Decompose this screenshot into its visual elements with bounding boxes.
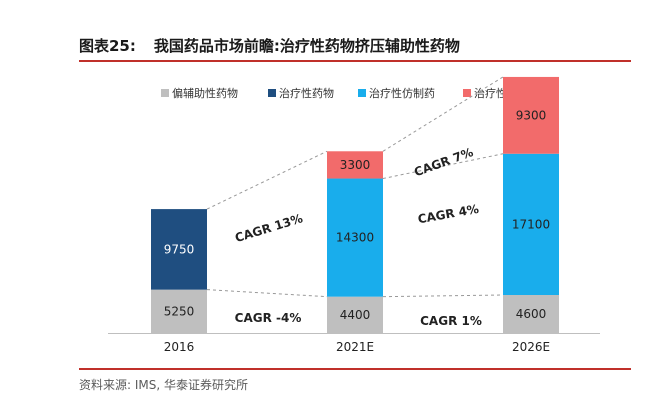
data-label-2026e-series-4: 9300: [516, 108, 547, 122]
cagr-annotation-4: CAGR 4%: [417, 202, 480, 227]
bar-2021e-series-3: [327, 178, 383, 297]
connector-2021e-2026e-middle: [382, 153, 504, 180]
source-note: 资料来源: IMS, 华泰证券研究所: [79, 378, 248, 392]
cagr-annotation-5: CAGR 1%: [420, 314, 482, 328]
cagr-annotation-2: CAGR -4%: [235, 311, 302, 325]
connector-2016-2021e-upper: [206, 150, 328, 210]
data-label-2021e-series-3: 14300: [336, 231, 374, 245]
bar-2016-series-2: [151, 209, 207, 290]
category-label-2016: 2016: [164, 340, 195, 354]
data-label-2026e-series-1: 4600: [516, 307, 547, 321]
figure-title-text: 我国药品市场前瞻:治疗性药物挤压辅助性药物: [153, 37, 460, 55]
bar-2026e-series-3: [503, 153, 559, 296]
legend-swatch-4: [463, 89, 471, 97]
legend-label-3: 治疗性仿制药: [369, 86, 435, 100]
legend-swatch-1: [161, 89, 169, 97]
bar-2016-series-1: [151, 289, 207, 333]
cagr-annotation-1: CAGR 13%: [233, 211, 304, 245]
source-rule: [79, 368, 631, 370]
category-label-2026e: 2026E: [512, 340, 550, 354]
figure-title: 图表25: 我国药品市场前瞻:治疗性药物挤压辅助性药物: [79, 35, 460, 56]
data-label-2021e-series-1: 4400: [340, 308, 371, 322]
bar-2021e-series-4: [327, 151, 383, 179]
data-label-2016-series-1: 5250: [164, 304, 195, 318]
bar-2021e-series-1: [327, 296, 383, 333]
legend-label-2: 治疗性药物: [279, 86, 334, 100]
cagr-annotation-3: CAGR 7%: [412, 145, 475, 179]
connector-2021e-2026e-lower: [382, 294, 504, 298]
bar-2026e-series-4: [503, 76, 559, 154]
figure-number: 图表25:: [79, 37, 136, 55]
legend-swatch-2: [268, 89, 276, 97]
data-label-2021e-series-4: 3300: [340, 158, 371, 172]
title-rule: [79, 60, 631, 62]
legend-label-1: 偏辅助性药物: [172, 86, 238, 100]
bar-2026e-series-1: [503, 295, 559, 333]
data-label-2026e-series-3: 17100: [512, 217, 550, 231]
data-label-2016-series-2: 9750: [164, 242, 195, 256]
legend-swatch-3: [358, 89, 366, 97]
connector-2016-2021e-lower: [206, 289, 328, 298]
category-label-2021e: 2021E: [336, 340, 374, 354]
